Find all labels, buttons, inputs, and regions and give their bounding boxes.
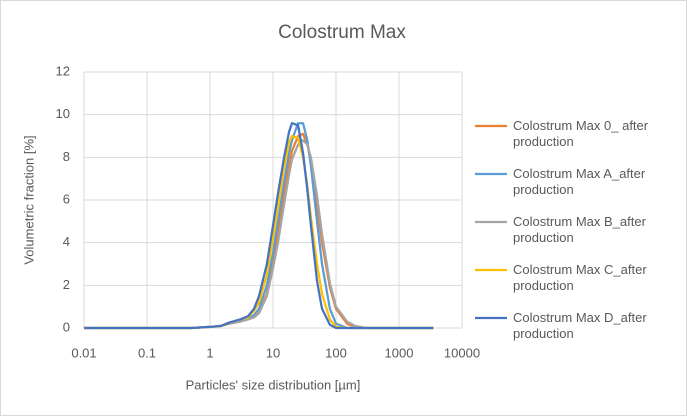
- legend-label: Colostrum Max B_after production: [513, 214, 646, 245]
- y-tick-label: 6: [63, 191, 70, 206]
- legend-label: Colostrum Max 0_ after production: [513, 118, 649, 149]
- x-tick-label: 10: [266, 345, 280, 360]
- y-tick-label: 0: [63, 319, 70, 334]
- legend-label: Colostrum Max D_after production: [513, 310, 647, 341]
- legend-label: Colostrum Max C_after production: [513, 262, 647, 293]
- x-tick-label: 1: [206, 345, 213, 360]
- x-tick-label: 100: [325, 345, 347, 360]
- y-tick-label: 4: [63, 234, 70, 249]
- x-tick-label: 0.01: [71, 345, 96, 360]
- x-tick-label: 1000: [385, 345, 414, 360]
- y-tick-label: 8: [63, 149, 70, 164]
- series-line: [84, 122, 434, 330]
- y-tick-label: 10: [56, 106, 70, 121]
- x-axis-label: Particles' size distribution [µm]: [186, 377, 361, 392]
- chart-title: Colostrum Max: [278, 22, 406, 43]
- x-tick-label: 0.1: [138, 345, 156, 360]
- y-axis-label: Volumetric fraction [%]: [21, 135, 36, 264]
- y-tick-label: 2: [63, 277, 70, 292]
- x-tick-label: 10000: [444, 345, 480, 360]
- legend-label: Colostrum Max A_after production: [513, 166, 646, 197]
- y-tick-label: 12: [56, 63, 70, 78]
